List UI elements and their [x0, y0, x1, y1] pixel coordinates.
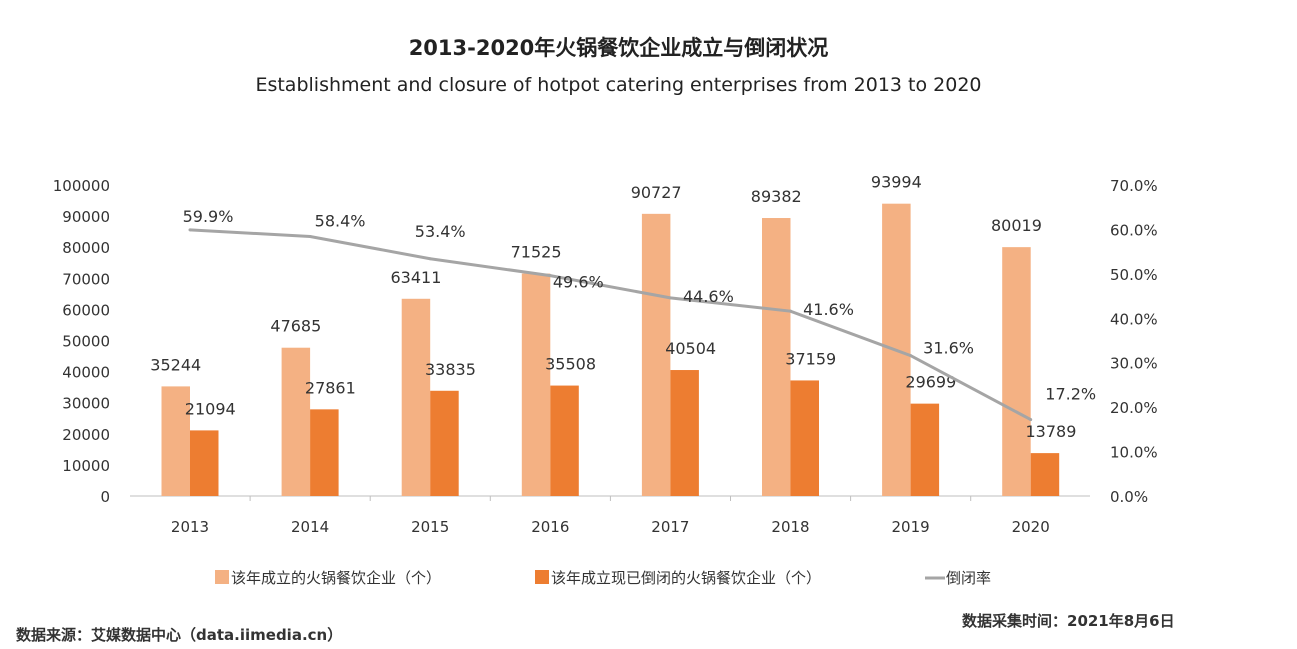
left-axis-tick-label: 70000 — [62, 270, 110, 288]
data-label-closed: 27861 — [305, 378, 356, 397]
data-label-closed: 13789 — [1025, 422, 1076, 441]
right-axis-tick-label: 10.0% — [1110, 444, 1158, 462]
x-axis-tick-label: 2018 — [771, 518, 809, 536]
data-label-closure-rate: 58.4% — [315, 212, 366, 231]
left-axis-tick-label: 40000 — [62, 364, 110, 382]
chart-title: 2013-2020年火锅餐饮企业成立与倒闭状况 — [408, 36, 829, 60]
bar-established — [161, 386, 190, 496]
collection-date: 数据采集时间：2021年8月6日 — [962, 612, 1175, 630]
chart-subtitle: Establishment and closure of hotpot cate… — [255, 74, 982, 96]
bar-closed — [190, 430, 219, 496]
data-label-established: 90727 — [631, 183, 682, 202]
closure-rate-point — [428, 257, 432, 261]
closure-rate-point — [1029, 418, 1033, 422]
right-axis-tick-label: 30.0% — [1110, 355, 1158, 373]
left-axis-tick-label: 100000 — [53, 177, 110, 195]
data-label-closure-rate: 41.6% — [803, 300, 854, 319]
data-label-established: 71525 — [511, 243, 562, 262]
x-axis-tick-label: 2017 — [651, 518, 689, 536]
data-label-closure-rate: 17.2% — [1045, 385, 1096, 404]
bar-established — [641, 213, 671, 496]
data-label-closed: 40504 — [665, 339, 716, 358]
left-axis-tick-label: 90000 — [62, 208, 110, 226]
closure-rate-point — [308, 235, 312, 239]
x-axis-tick-label: 2020 — [1012, 518, 1050, 536]
data-label-closed: 37159 — [785, 349, 836, 368]
right-axis-tick-label: 70.0% — [1110, 177, 1158, 195]
right-axis-tick-label: 20.0% — [1110, 399, 1158, 417]
source-note: 数据来源：艾媒数据中心（data.iimedia.cn） — [16, 626, 343, 644]
bar-closed — [550, 385, 579, 496]
bar-closed — [790, 380, 819, 496]
data-label-closed: 35508 — [545, 355, 596, 374]
closure-rate-point — [188, 228, 192, 232]
right-axis-tick-label: 40.0% — [1110, 310, 1158, 328]
right-axis-tick-label: 50.0% — [1110, 266, 1158, 284]
legend-label-established: 该年成立的火锅餐饮企业（个） — [231, 569, 441, 587]
bar-closed — [430, 390, 459, 496]
data-label-established: 89382 — [751, 187, 802, 206]
legend-label-closed: 该年成立现已倒闭的火锅餐饮企业（个） — [551, 569, 821, 587]
data-label-closure-rate: 53.4% — [415, 222, 466, 241]
legend-swatch-established — [215, 570, 229, 584]
bar-closed — [1030, 453, 1060, 496]
data-label-established: 35244 — [150, 355, 201, 374]
data-label-established: 93994 — [871, 173, 922, 192]
data-label-closure-rate: 44.6% — [683, 287, 734, 306]
right-axis-tick-label: 60.0% — [1110, 221, 1158, 239]
x-axis-tick-label: 2019 — [892, 518, 930, 536]
bar-closed — [310, 409, 339, 496]
closure-rate-point — [789, 309, 792, 313]
left-axis-tick-label: 30000 — [62, 395, 110, 413]
data-label-closed: 33835 — [425, 360, 476, 379]
bar-established — [1002, 247, 1031, 496]
bar-closed — [910, 403, 940, 496]
legend-swatch-closed — [535, 570, 549, 584]
x-axis-tick-label: 2015 — [411, 518, 449, 536]
x-axis-tick-label: 2016 — [531, 518, 569, 536]
left-axis-tick-label: 50000 — [62, 333, 110, 351]
bar-closed — [670, 370, 699, 496]
closure-rate-line — [189, 228, 1032, 421]
data-label-established: 47685 — [270, 317, 321, 336]
x-axis-tick-label: 2013 — [171, 518, 209, 536]
left-axis-tick-label: 10000 — [62, 457, 110, 475]
closure-rate-point — [668, 296, 672, 300]
bar-established — [281, 347, 311, 496]
data-label-closed: 29699 — [905, 373, 956, 392]
bar-established — [401, 298, 431, 496]
data-label-closed: 21094 — [185, 399, 236, 418]
right-axis-tick-label: 0.0% — [1110, 488, 1148, 506]
left-axis-tick-label: 0 — [100, 488, 110, 506]
closure-rate-point — [548, 274, 552, 278]
left-axis-tick-label: 80000 — [62, 239, 110, 257]
left-axis-tick-label: 60000 — [62, 301, 110, 319]
data-label-closure-rate: 49.6% — [553, 273, 604, 292]
closure-rate-point — [909, 354, 913, 358]
data-label-closure-rate: 31.6% — [923, 339, 974, 358]
data-label-closure-rate: 59.9% — [183, 207, 234, 226]
left-axis-tick-label: 20000 — [62, 426, 110, 444]
legend-label-closure-rate: 倒闭率 — [946, 569, 991, 587]
data-label-established: 63411 — [390, 268, 441, 287]
x-axis-tick-label: 2014 — [291, 518, 329, 536]
bar-established — [762, 218, 791, 496]
data-label-established: 80019 — [991, 216, 1042, 235]
bar-established — [521, 273, 551, 496]
